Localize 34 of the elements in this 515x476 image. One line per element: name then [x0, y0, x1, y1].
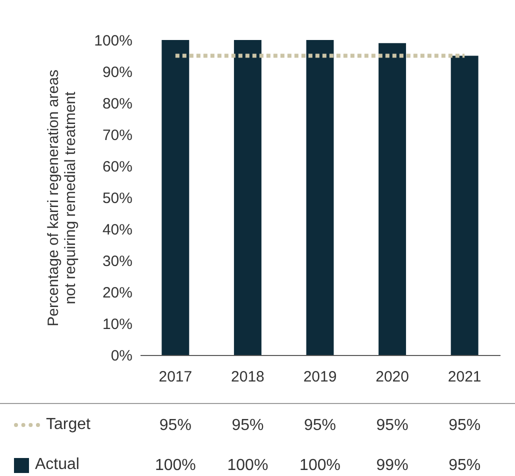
x-tick-label: 2018: [231, 368, 264, 386]
legend-label: Actual: [35, 456, 80, 474]
x-tick-label: 2017: [158, 368, 192, 386]
data-label: 100%: [300, 457, 340, 474]
bar: [306, 40, 334, 355]
data-label: 100%: [154, 457, 196, 474]
x-tick-label: 2020: [376, 368, 409, 386]
bar: [450, 56, 478, 355]
legend-label: Target: [46, 416, 90, 434]
bar: [378, 43, 406, 355]
bar: [234, 40, 262, 355]
y-tick-label: 10%: [102, 316, 132, 333]
y-tick-label: 70%: [102, 127, 132, 144]
data-label: 100%: [227, 457, 268, 474]
y-tick-label: 20%: [102, 284, 132, 302]
bar: [162, 40, 190, 355]
y-tick-label: 80%: [102, 96, 132, 112]
data-label: 95%: [232, 417, 264, 434]
x-tick-label: 2019: [303, 368, 337, 386]
data-label: 99%: [376, 457, 408, 474]
data-label: 95%: [448, 417, 481, 434]
x-tick-label: 2021: [448, 368, 482, 386]
y-tick-label: 50%: [102, 190, 132, 207]
data-label: 95%: [448, 457, 481, 474]
data-label: 95%: [304, 417, 336, 434]
data-label: 95%: [376, 417, 408, 434]
y-tick-label: 40%: [102, 222, 132, 238]
y-tick-label: 0%: [110, 348, 132, 364]
y-axis-title: Percentage of karri regeneration areas not requiring remedial treatment: [45, 70, 80, 326]
y-tick-label: 60%: [102, 158, 132, 176]
y-tick-label: 100%: [94, 32, 132, 50]
y-tick-label: 90%: [102, 64, 132, 81]
y-tick-label: 30%: [102, 253, 132, 270]
data-label: 95%: [159, 417, 192, 434]
